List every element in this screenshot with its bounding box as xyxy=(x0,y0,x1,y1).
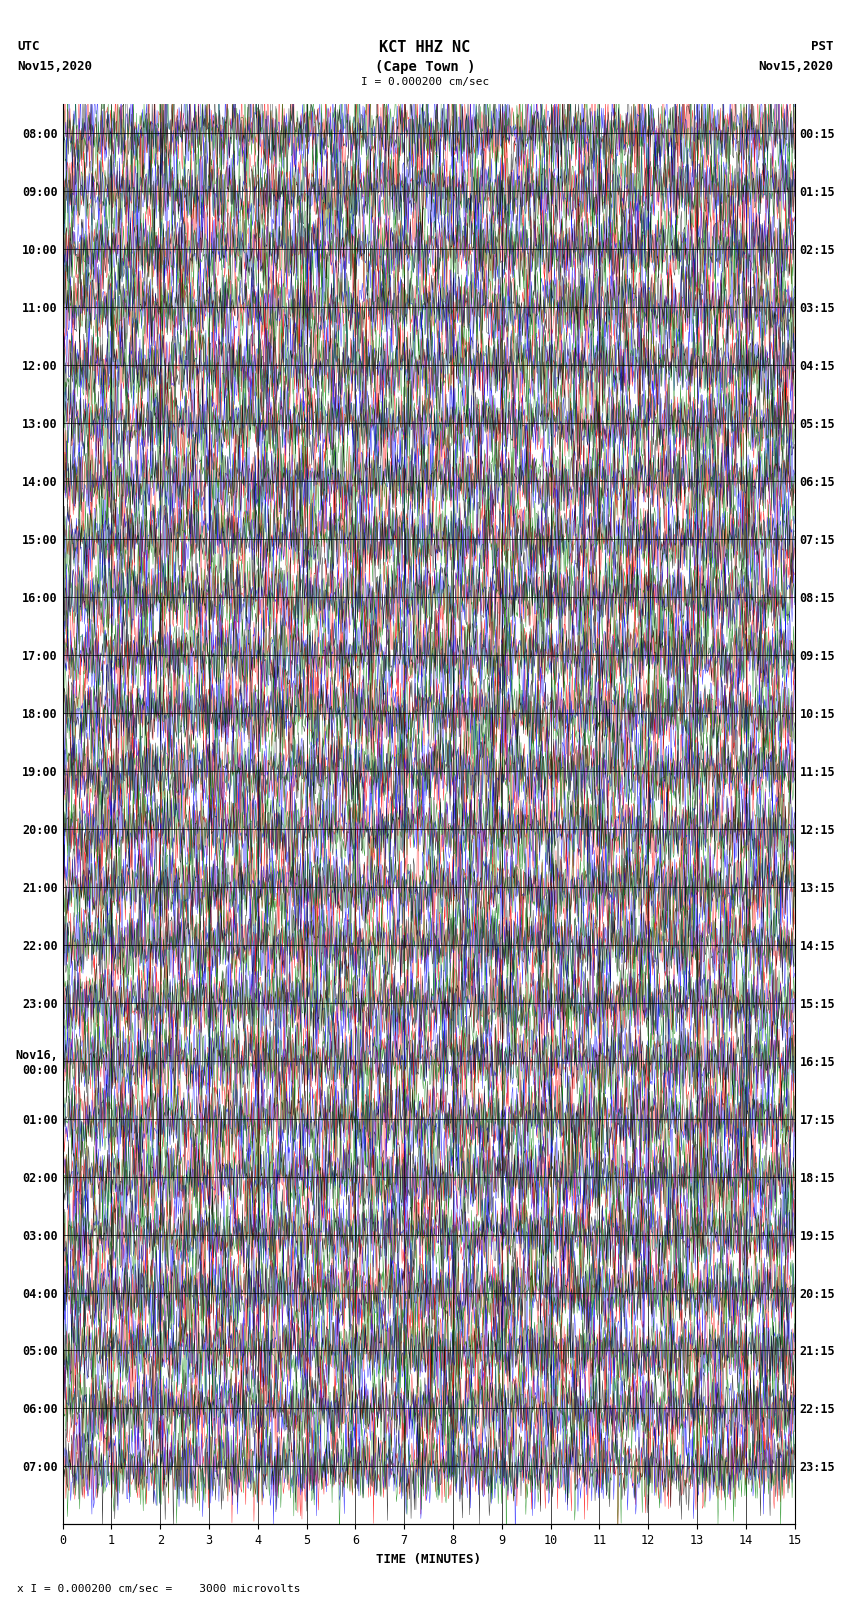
Text: KCT HHZ NC: KCT HHZ NC xyxy=(379,40,471,55)
X-axis label: TIME (MINUTES): TIME (MINUTES) xyxy=(376,1553,481,1566)
Text: PST: PST xyxy=(811,40,833,53)
Text: Nov15,2020: Nov15,2020 xyxy=(758,60,833,73)
Text: x I = 0.000200 cm/sec =    3000 microvolts: x I = 0.000200 cm/sec = 3000 microvolts xyxy=(17,1584,301,1594)
Text: UTC: UTC xyxy=(17,40,39,53)
Text: Nov15,2020: Nov15,2020 xyxy=(17,60,92,73)
Text: (Cape Town ): (Cape Town ) xyxy=(375,60,475,74)
Text: I = 0.000200 cm/sec: I = 0.000200 cm/sec xyxy=(361,77,489,87)
